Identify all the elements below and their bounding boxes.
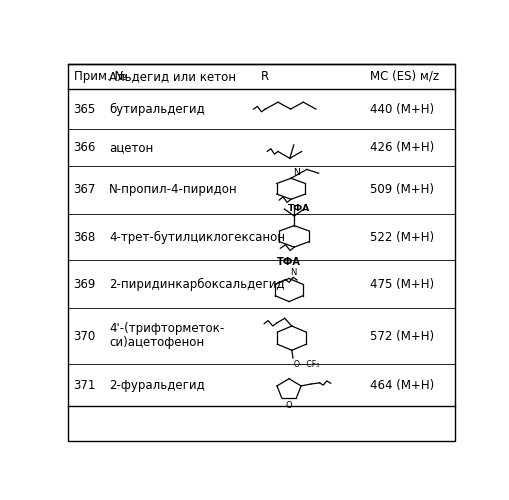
Text: бутиральдегид: бутиральдегид <box>109 102 205 116</box>
Text: 4-трет-бутилциклогексанон: 4-трет-бутилциклогексанон <box>109 230 285 243</box>
Text: O: O <box>285 400 292 409</box>
Text: 365: 365 <box>73 102 96 116</box>
Text: си)ацетофенон: си)ацетофенон <box>109 336 204 349</box>
Text: Альдегид или кетон: Альдегид или кетон <box>109 70 236 83</box>
Text: 2-фуральдегид: 2-фуральдегид <box>109 379 205 392</box>
Text: 475 (М+Н): 475 (М+Н) <box>370 278 433 291</box>
Text: N: N <box>293 168 300 176</box>
Text: N: N <box>290 268 296 278</box>
Text: 370: 370 <box>73 330 96 342</box>
Text: 2-пиридинкарбоксальдегид: 2-пиридинкарбоксальдегид <box>109 278 284 291</box>
Text: ацетон: ацетон <box>109 141 153 154</box>
Text: 367: 367 <box>73 184 96 196</box>
Text: 4'-(трифторметок-: 4'-(трифторметок- <box>109 322 224 335</box>
Text: 572 (М+Н): 572 (М+Н) <box>370 330 433 342</box>
Text: 522 (М+Н): 522 (М+Н) <box>370 230 433 243</box>
Text: 366: 366 <box>73 141 96 154</box>
Text: O—CF₃: O—CF₃ <box>293 360 320 368</box>
Text: 426 (М+Н): 426 (М+Н) <box>370 141 434 154</box>
Text: ТФА: ТФА <box>276 258 300 268</box>
Text: ТФА: ТФА <box>288 204 310 213</box>
Text: Прим. №: Прим. № <box>73 70 126 83</box>
Text: 440 (М+Н): 440 (М+Н) <box>370 102 433 116</box>
Text: 368: 368 <box>73 230 96 243</box>
Text: 371: 371 <box>73 379 96 392</box>
Text: 509 (М+Н): 509 (М+Н) <box>370 184 433 196</box>
Text: 369: 369 <box>73 278 96 291</box>
Text: 464 (М+Н): 464 (М+Н) <box>370 379 434 392</box>
Text: МС (ES) м/z: МС (ES) м/z <box>370 70 438 83</box>
Text: R: R <box>261 70 269 83</box>
Text: N-пропил-4-пиридон: N-пропил-4-пиридон <box>109 184 237 196</box>
